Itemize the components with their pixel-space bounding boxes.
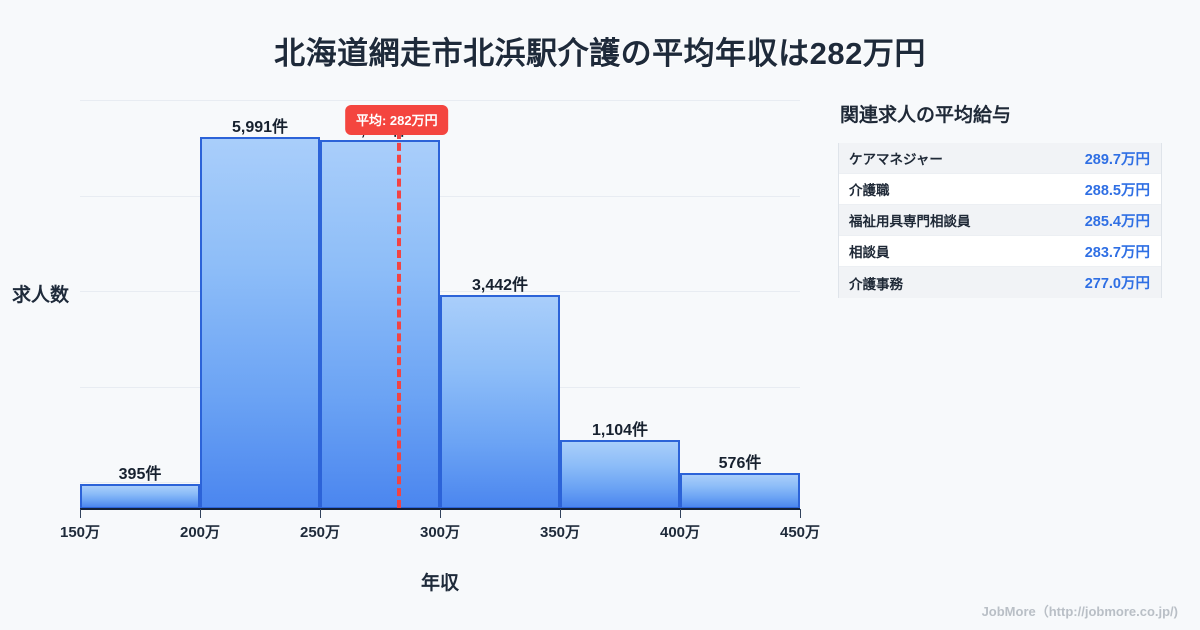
x-axis-tick: [200, 509, 201, 518]
job-title-cell: ケアマネジャー: [849, 152, 943, 167]
bar-value-label: 1,104件: [591, 422, 649, 440]
bar-value-label: 395件: [118, 466, 162, 484]
gridline: [80, 100, 800, 101]
x-axis-tick: [80, 509, 81, 518]
histogram-bar: [80, 484, 200, 509]
salary-value-cell: 289.7万円: [1084, 151, 1150, 168]
related-salary-panel: 関連求人の平均給与 ケアマネジャー 289.7万円介護職 288.5万円福祉用具専門…: [838, 100, 1168, 298]
histogram-bar: [680, 473, 800, 509]
bar-value-label: 5,991件: [231, 118, 289, 136]
x-axis-title: 年収: [420, 573, 459, 594]
x-axis-tick-label: 300万: [419, 524, 461, 541]
job-title-cell: 福祉用具専門相談員: [849, 214, 971, 229]
salary-value-cell: 277.0万円: [1084, 276, 1150, 292]
table-row: 相談員 283.7万円: [839, 236, 1161, 267]
salary-value-cell: 288.5万円: [1084, 182, 1150, 199]
histogram-bar: [200, 136, 320, 509]
page-title: 北海道網走市北浜駅介護の平均年収は282万円: [274, 36, 926, 71]
x-axis-tick: [800, 509, 801, 518]
related-salary-table: ケアマネジャー 289.7万円介護職 288.5万円福祉用具専門相談員 285.4万円…: [838, 143, 1162, 298]
average-badge: 平均: 282万円: [344, 105, 449, 135]
table-row: 福祉用具専門相談員 285.4万円: [839, 205, 1161, 236]
y-axis-title: 求人数: [12, 285, 70, 306]
gridline: [80, 196, 800, 197]
x-axis-tick: [320, 509, 321, 518]
gridline: [80, 291, 800, 292]
bar-value-label: 3,442件: [471, 277, 529, 295]
x-axis-tick: [680, 509, 681, 518]
x-axis-tick-label: 400万: [659, 524, 701, 541]
job-title-cell: 相談員: [849, 245, 890, 260]
x-axis-tick-label: 200万: [179, 524, 221, 541]
watermark: JobMore（http://jobmore.co.jp/): [981, 604, 1178, 619]
x-axis-tick-label: 450万: [779, 524, 821, 541]
bar-value-label: 576件: [718, 455, 762, 473]
job-title-cell: 介護事務: [849, 276, 903, 292]
average-line: [396, 131, 401, 508]
histogram-bar: [320, 140, 440, 509]
histogram-bar: [440, 295, 560, 509]
table-row: 介護職 288.5万円: [839, 174, 1161, 205]
histogram-bar: [560, 440, 680, 509]
x-axis-tick: [560, 509, 561, 518]
table-row: ケアマネジャー 289.7万円: [839, 143, 1161, 174]
salary-value-cell: 285.4万円: [1084, 213, 1150, 230]
x-axis-tick-label: 250万: [299, 524, 341, 541]
panel-heading: 関連求人の平均給与: [840, 105, 1012, 126]
job-title-cell: 介護職: [849, 183, 890, 198]
x-axis-tick-label: 150万: [59, 524, 101, 541]
x-axis-tick-label: 350万: [539, 524, 581, 541]
x-axis-tick: [440, 509, 441, 518]
salary-value-cell: 283.7万円: [1084, 244, 1150, 261]
table-row: 介護事務 277.0万円: [839, 267, 1161, 298]
